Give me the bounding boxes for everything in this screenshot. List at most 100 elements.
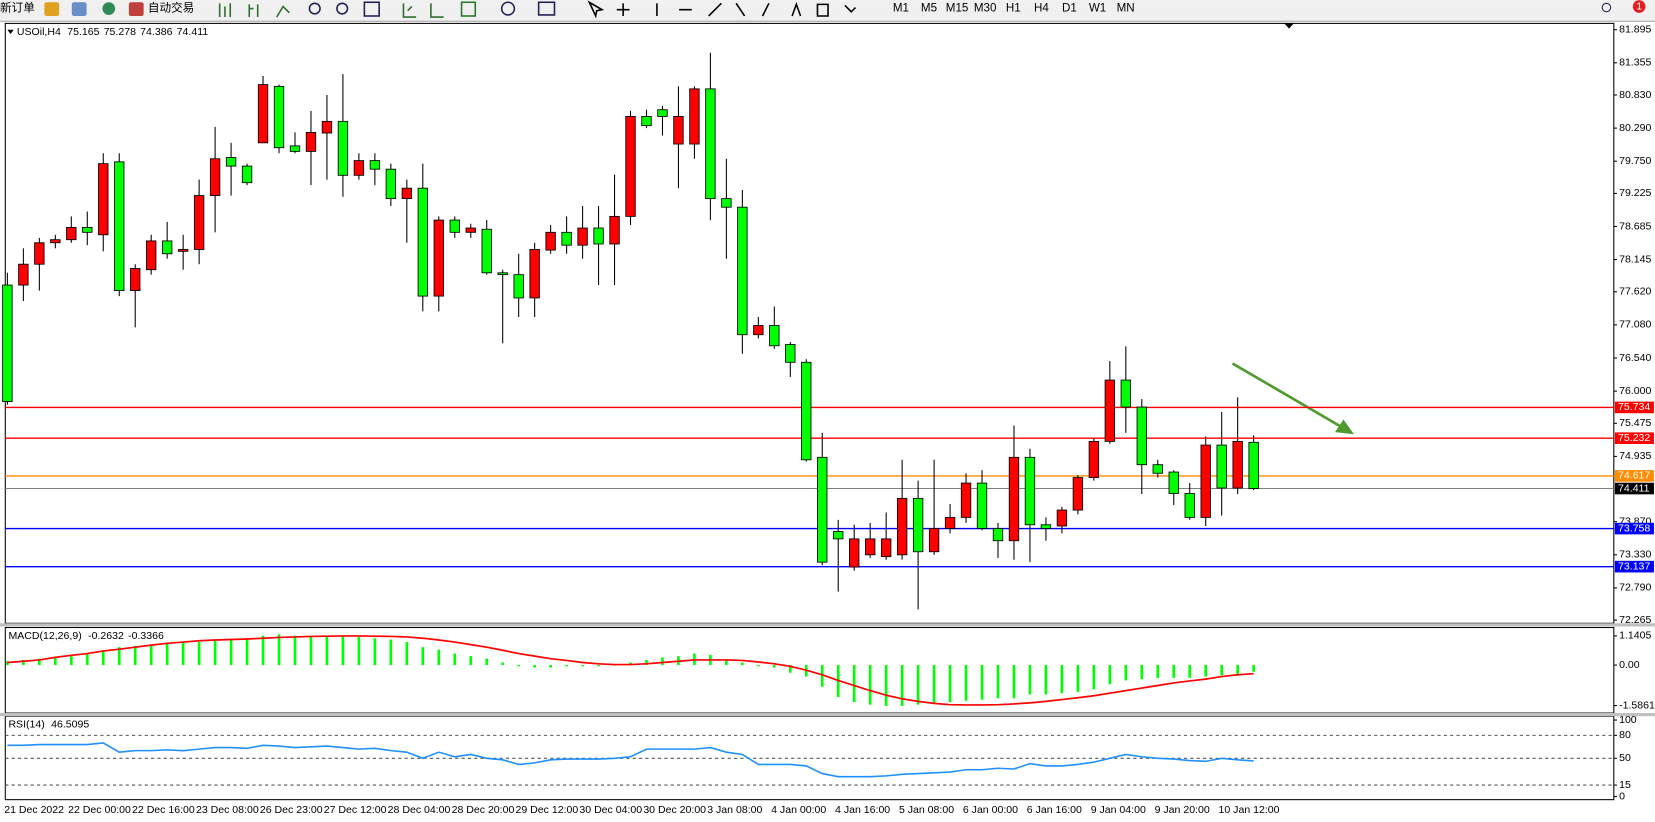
- timeframe-button[interactable]: M30: [974, 2, 997, 15]
- macd-bar: [884, 665, 888, 706]
- macd-bar: [117, 647, 121, 666]
- y-tick-label: 78.145: [1619, 253, 1651, 265]
- macd-bar: [501, 662, 505, 666]
- candle-body: [1024, 456, 1036, 526]
- timeframe-button[interactable]: H1: [1006, 2, 1021, 15]
- x-tick-label: 30 Dec 04:00: [579, 804, 642, 816]
- candle-body: [50, 239, 61, 244]
- header-value: 75.165: [67, 26, 99, 38]
- timeframe-button[interactable]: W1: [1089, 2, 1106, 15]
- candle-body: [18, 263, 29, 286]
- x-tick-label: 9 Jan 04:00: [1091, 804, 1146, 816]
- candle-body: [1040, 524, 1052, 529]
- trend-arrow: [1231, 362, 1354, 435]
- toolbar-icons: [218, 0, 857, 19]
- header-value: 75.278: [104, 26, 136, 38]
- candle-body: [960, 482, 972, 518]
- x-tick-label: 28 Dec 04:00: [388, 804, 451, 816]
- candle-body: [34, 242, 45, 265]
- rsi-line: [7, 742, 1254, 778]
- x-tick-label: 6 Jan 00:00: [963, 804, 1018, 816]
- header-value: 46.5095: [51, 718, 89, 730]
- macd-bar: [1204, 665, 1208, 677]
- candle-body: [1152, 464, 1163, 474]
- icon[interactable]: [616, 3, 630, 16]
- macd-bar: [437, 649, 441, 666]
- icon[interactable]: [791, 2, 857, 17]
- main-panel: [4, 22, 1615, 624]
- icon[interactable]: [128, 2, 144, 16]
- header-value: -0.3366: [128, 630, 164, 642]
- macd-bar: [1028, 665, 1032, 695]
- icon[interactable]: [587, 0, 605, 19]
- candle-body: [593, 227, 604, 245]
- icon[interactable]: [656, 2, 770, 17]
- candle-body: [369, 160, 381, 170]
- timeframe-button[interactable]: M5: [921, 2, 937, 15]
- icon[interactable]: [537, 1, 556, 16]
- icon[interactable]: [218, 3, 232, 18]
- auto-trading-button[interactable]: 自动交易: [148, 1, 194, 15]
- macd-bar: [469, 656, 473, 666]
- icon[interactable]: [336, 2, 349, 15]
- candle-body: [273, 85, 285, 149]
- candle-body: [880, 538, 892, 558]
- symbol-menu-arrow: [7, 29, 14, 34]
- icon[interactable]: [102, 2, 116, 15]
- macd-bar: [1140, 665, 1144, 680]
- candle-body: [98, 163, 109, 236]
- y-tick-label: 80: [1619, 729, 1631, 741]
- shift-marker: [1284, 23, 1294, 29]
- candle-body: [625, 116, 636, 217]
- macd-bar: [980, 665, 984, 700]
- x-tick-label: 23 Dec 08:00: [196, 804, 259, 816]
- icon[interactable]: [460, 1, 477, 17]
- timeframe-button[interactable]: M15: [946, 2, 969, 15]
- icon[interactable]: [71, 2, 87, 16]
- candle-body: [417, 187, 428, 297]
- notification-badge[interactable]: [1632, 0, 1646, 13]
- candle-body: [433, 219, 444, 297]
- price-label-box: [1614, 432, 1654, 445]
- candle-body: [114, 161, 125, 291]
- candle-body: [1120, 379, 1131, 408]
- icon[interactable]: [500, 1, 516, 16]
- icon[interactable]: [402, 3, 417, 18]
- icon[interactable]: [363, 1, 380, 17]
- timeframe-button[interactable]: MN: [1117, 2, 1135, 15]
- timeframe-button[interactable]: H4: [1034, 2, 1049, 15]
- macd-bar: [293, 635, 297, 666]
- macd-bar: [820, 665, 824, 687]
- icon[interactable]: [276, 5, 290, 18]
- icon[interactable]: [430, 3, 444, 18]
- macd-bar: [565, 665, 568, 667]
- search-icon[interactable]: [1601, 2, 1612, 13]
- macd-bar: [964, 665, 968, 701]
- new-order-button[interactable]: 新订单: [0, 1, 35, 15]
- indicator-header: MACD(12,26,9) -0.2632 -0.3366: [8, 630, 164, 642]
- x-tick-label: 21 Dec 2022: [4, 804, 64, 816]
- timeframe-button[interactable]: M1: [893, 2, 909, 15]
- candle-body: [689, 88, 700, 145]
- icon[interactable]: [44, 2, 60, 16]
- icon[interactable]: [308, 2, 321, 15]
- y-tick-label: 80.830: [1619, 89, 1651, 101]
- macd-bar: [149, 644, 153, 666]
- header-value: 74.411: [177, 26, 209, 38]
- icon[interactable]: [248, 4, 259, 18]
- macd-bar: [1172, 665, 1176, 678]
- candle-body: [337, 120, 349, 176]
- candle-body: [353, 160, 365, 176]
- x-tick-label: 9 Jan 20:00: [1155, 804, 1210, 816]
- y-tick-label: 72.790: [1619, 582, 1651, 594]
- macd-bar: [1108, 665, 1112, 685]
- y-tick-label: 77.080: [1619, 319, 1651, 331]
- y-tick-label: 1.1405: [1619, 630, 1651, 642]
- candle-body: [305, 131, 317, 152]
- candle-body: [912, 497, 924, 553]
- timeframe-button[interactable]: D1: [1062, 2, 1077, 15]
- macd-bar: [245, 638, 249, 666]
- macd-bar: [261, 635, 265, 666]
